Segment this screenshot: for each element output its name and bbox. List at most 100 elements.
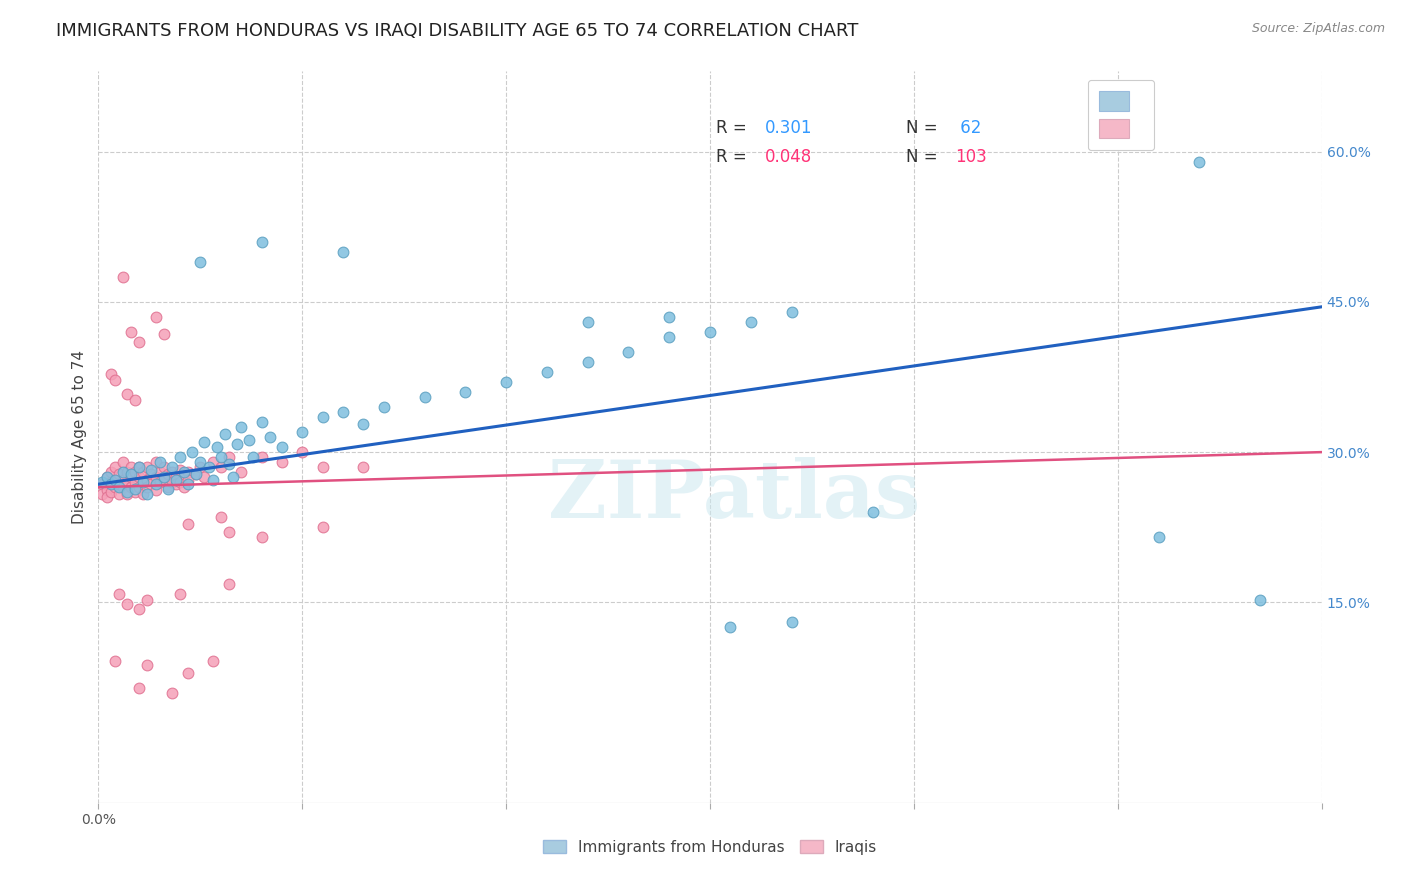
Point bbox=[96, 483, 118, 498]
Point bbox=[576, 355, 599, 369]
Point bbox=[115, 485, 138, 500]
Point bbox=[1188, 154, 1211, 169]
Text: R =: R = bbox=[716, 148, 752, 166]
Point bbox=[120, 467, 142, 482]
Point bbox=[238, 433, 260, 447]
Text: 0.048: 0.048 bbox=[765, 148, 813, 166]
Point bbox=[111, 465, 134, 479]
Point bbox=[413, 390, 436, 404]
Point bbox=[145, 455, 167, 469]
Point bbox=[132, 465, 155, 479]
Point bbox=[177, 465, 200, 479]
Point bbox=[108, 480, 131, 494]
Point bbox=[120, 470, 142, 484]
Point bbox=[152, 460, 174, 475]
Point bbox=[91, 477, 114, 491]
Point bbox=[312, 410, 335, 425]
Point bbox=[617, 345, 640, 359]
Point bbox=[312, 460, 335, 475]
Point bbox=[169, 463, 191, 477]
Point bbox=[104, 460, 127, 475]
Point bbox=[152, 473, 174, 487]
Point bbox=[250, 415, 273, 429]
Point bbox=[108, 487, 131, 501]
Point bbox=[214, 427, 236, 442]
Point bbox=[352, 460, 374, 475]
Text: IMMIGRANTS FROM HONDURAS VS IRAQI DISABILITY AGE 65 TO 74 CORRELATION CHART: IMMIGRANTS FROM HONDURAS VS IRAQI DISABI… bbox=[56, 22, 859, 40]
Point bbox=[181, 445, 204, 459]
Point bbox=[250, 235, 273, 249]
Point bbox=[108, 467, 131, 482]
Point bbox=[104, 480, 127, 494]
Point bbox=[270, 455, 294, 469]
Point bbox=[115, 477, 138, 491]
Point bbox=[177, 477, 200, 491]
Point bbox=[152, 470, 174, 484]
Point bbox=[205, 440, 228, 454]
Point bbox=[209, 510, 232, 524]
Point bbox=[149, 475, 172, 490]
Point bbox=[104, 653, 127, 667]
Point bbox=[104, 473, 127, 487]
Point bbox=[188, 460, 212, 475]
Point bbox=[149, 465, 172, 479]
Point bbox=[332, 405, 354, 419]
Point bbox=[128, 334, 150, 349]
Point bbox=[128, 470, 150, 484]
Point bbox=[108, 477, 131, 491]
Point bbox=[149, 455, 172, 469]
Point bbox=[156, 480, 179, 494]
Point bbox=[104, 373, 127, 387]
Point bbox=[96, 470, 118, 484]
Point bbox=[124, 465, 146, 479]
Point bbox=[115, 387, 138, 401]
Point bbox=[226, 437, 249, 451]
Point bbox=[160, 475, 183, 490]
Point bbox=[231, 420, 253, 434]
Point bbox=[332, 244, 354, 259]
Point bbox=[173, 467, 195, 482]
Point bbox=[136, 657, 159, 672]
Point bbox=[576, 315, 599, 329]
Point bbox=[104, 473, 127, 487]
Point bbox=[218, 525, 240, 540]
Point bbox=[111, 473, 134, 487]
Point bbox=[115, 598, 138, 612]
Point bbox=[115, 465, 138, 479]
Point bbox=[141, 477, 163, 491]
Point bbox=[145, 470, 167, 484]
Text: ZIPatlas: ZIPatlas bbox=[548, 457, 921, 534]
Point bbox=[173, 465, 195, 479]
Point bbox=[177, 473, 200, 487]
Point bbox=[1147, 530, 1170, 544]
Point bbox=[100, 485, 122, 500]
Point bbox=[100, 475, 122, 490]
Point bbox=[1249, 593, 1271, 607]
Point bbox=[120, 325, 142, 339]
Point bbox=[128, 480, 150, 494]
Point bbox=[145, 477, 167, 491]
Point bbox=[201, 653, 224, 667]
Text: Source: ZipAtlas.com: Source: ZipAtlas.com bbox=[1251, 22, 1385, 36]
Point bbox=[291, 425, 314, 439]
Point bbox=[201, 455, 224, 469]
Point bbox=[169, 587, 191, 601]
Point bbox=[186, 467, 208, 482]
Point bbox=[141, 467, 163, 482]
Point bbox=[222, 470, 245, 484]
Point bbox=[699, 325, 721, 339]
Point bbox=[193, 435, 215, 450]
Point bbox=[124, 475, 146, 490]
Point bbox=[373, 400, 395, 414]
Point bbox=[128, 681, 150, 695]
Point bbox=[250, 450, 273, 464]
Point bbox=[136, 593, 159, 607]
Point bbox=[100, 465, 122, 479]
Text: N =: N = bbox=[905, 148, 942, 166]
Point bbox=[193, 470, 215, 484]
Point bbox=[128, 602, 150, 616]
Point bbox=[352, 417, 374, 431]
Text: 0.301: 0.301 bbox=[765, 119, 813, 136]
Legend: Immigrants from Honduras, Iraqis: Immigrants from Honduras, Iraqis bbox=[537, 834, 883, 861]
Point bbox=[136, 473, 159, 487]
